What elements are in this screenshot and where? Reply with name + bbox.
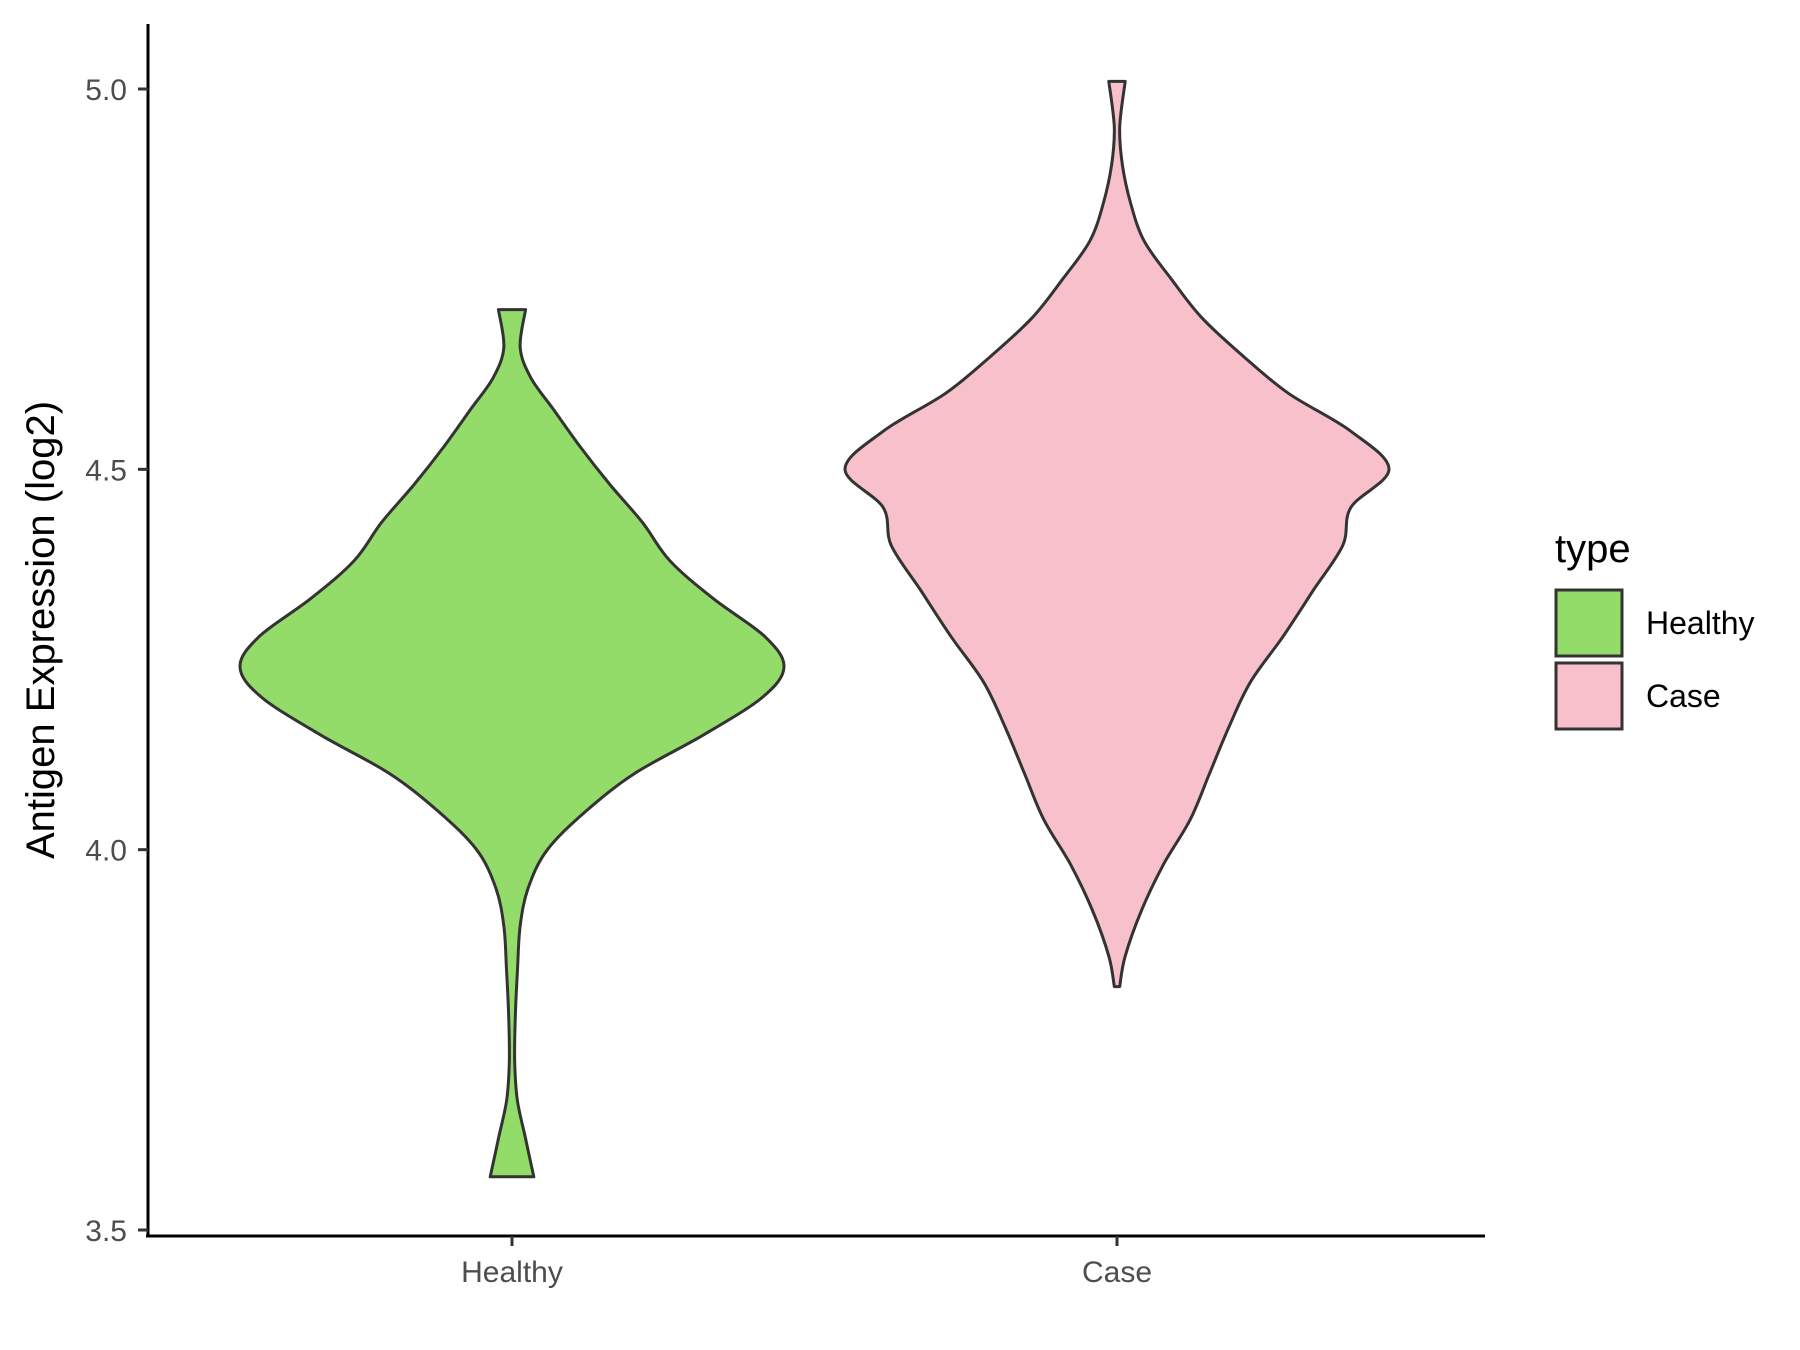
legend-label: Healthy bbox=[1646, 605, 1755, 641]
y-tick-label: 4.5 bbox=[85, 454, 127, 487]
legend-swatch bbox=[1554, 661, 1624, 731]
y-tick-label: 3.5 bbox=[85, 1215, 127, 1248]
legend-title: type bbox=[1555, 527, 1631, 571]
x-tick-label: Case bbox=[1082, 1256, 1152, 1289]
violins-layer bbox=[238, 79, 1391, 1179]
legend: type Healthy Case bbox=[1554, 527, 1755, 731]
y-axis-ticks: 3.5 4.0 4.5 5.0 bbox=[85, 74, 148, 1248]
y-tick-label: 5.0 bbox=[85, 74, 127, 107]
legend-label: Case bbox=[1646, 678, 1721, 714]
y-tick-label: 4.0 bbox=[85, 835, 127, 868]
y-axis-title: Antigen Expression (log2) bbox=[19, 401, 63, 859]
x-tick-label: Healthy bbox=[461, 1256, 563, 1289]
x-axis-ticks: Healthy Case bbox=[461, 1236, 1152, 1289]
violin-healthy bbox=[238, 308, 786, 1179]
legend-items: Healthy Case bbox=[1554, 588, 1755, 731]
legend-swatch bbox=[1554, 588, 1624, 658]
violin-case bbox=[843, 79, 1391, 989]
